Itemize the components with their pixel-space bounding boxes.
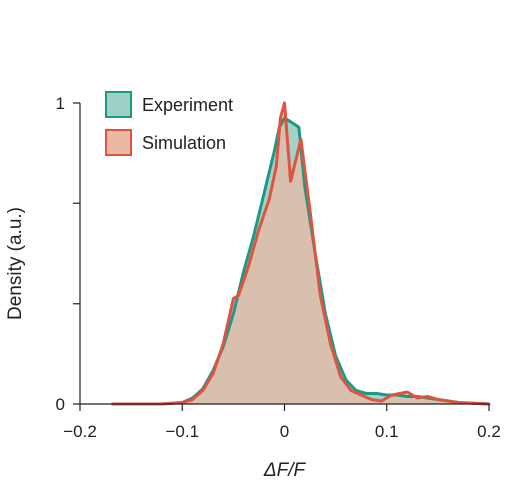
y-axis-title: Density (a.u.) bbox=[5, 207, 26, 320]
x-tick-label: 0 bbox=[280, 422, 289, 441]
legend-label-experiment: Experiment bbox=[142, 95, 233, 115]
legend: Experiment Simulation bbox=[105, 91, 233, 156]
legend-swatch-experiment bbox=[105, 91, 132, 118]
x-tick-label: −0.1 bbox=[165, 422, 199, 441]
legend-label-simulation: Simulation bbox=[142, 133, 226, 153]
x-tick-label: −0.2 bbox=[63, 422, 97, 441]
legend-swatch-simulation bbox=[105, 129, 132, 156]
x-axis-title: ΔF/F bbox=[263, 460, 307, 481]
series-line-simulation bbox=[111, 101, 491, 406]
x-tick-label: 0.1 bbox=[375, 422, 399, 441]
y-tick-label: 0 bbox=[56, 395, 65, 414]
y-axis: 01 bbox=[56, 94, 81, 414]
x-axis: −0.2 −0.1 0 0.1 0.2 bbox=[63, 403, 501, 441]
x-tick-label: 0.2 bbox=[477, 422, 501, 441]
plot-area bbox=[111, 101, 491, 406]
series-area-simulation bbox=[112, 103, 489, 404]
y-tick-label: 1 bbox=[56, 94, 65, 113]
